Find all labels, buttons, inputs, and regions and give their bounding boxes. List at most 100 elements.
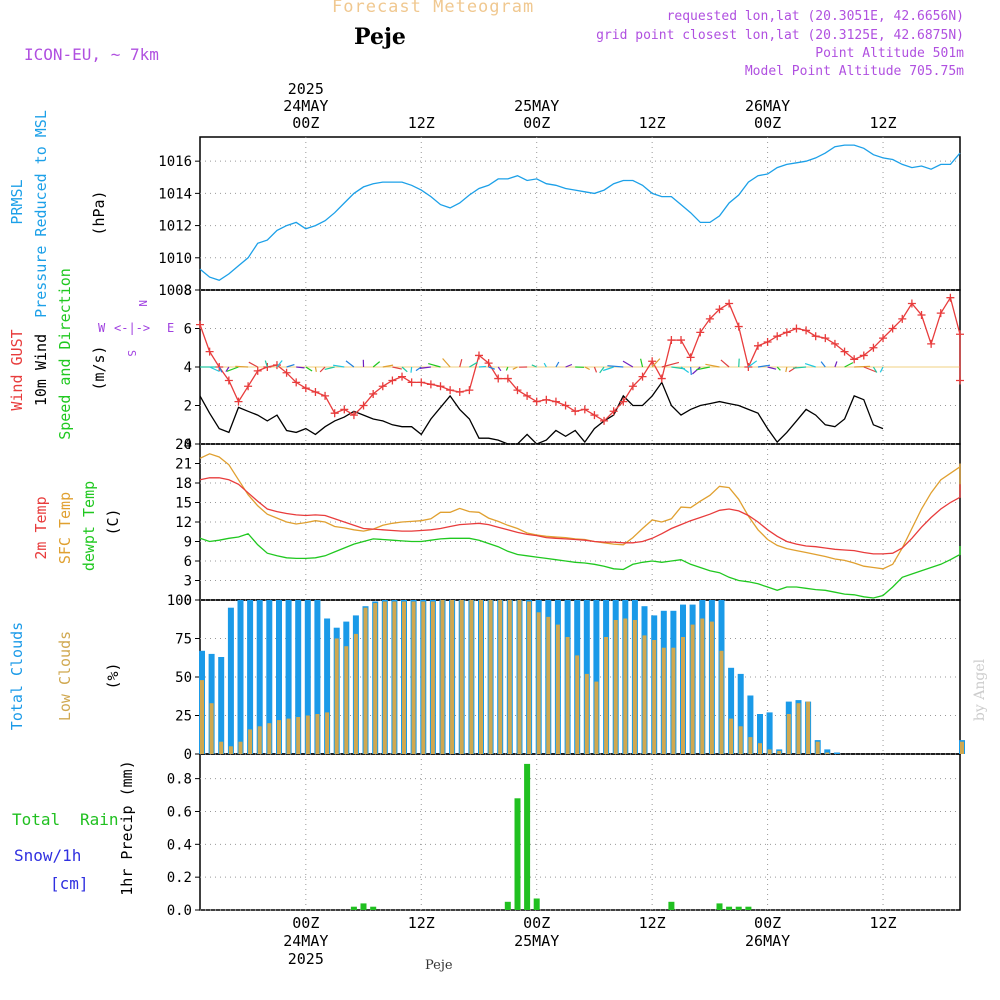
wind-direction-arrow [603,366,614,372]
wind-direction-arrow [705,363,720,368]
total-cloud-bar [833,752,840,754]
wind-gust-line-marker [956,376,964,385]
precip-unit: 1hr Precip (mm) [118,760,136,895]
wind-gust-line-marker [407,378,416,387]
temp-2m-line [199,477,961,555]
wind-direction-arrow [854,365,871,368]
wind-gust-line-marker [590,411,599,420]
wind-gust-line-marker [474,351,483,360]
grid-point-coords: grid point closest lon,lat (20.3125E, 42… [596,28,964,43]
wind-gust-line-marker [494,374,503,383]
wind-gust-line-marker [811,332,820,341]
model-label: ICON-EU, ~ 7km [24,45,159,64]
wind-gust-line-marker [648,357,657,366]
wind-direction-arrow [804,363,816,368]
wind-direction-arrow [324,366,335,370]
low-cloud-bar [459,600,464,754]
time-label-top: 00Z [754,114,781,132]
low-cloud-bar [373,603,378,754]
wind-gust-line-marker [638,372,647,381]
time-label-bottom: 2025 [288,950,324,968]
time-label-bottom: 25MAY [514,932,559,950]
y-tick-label: 1008 [158,283,192,299]
wind-direction-arrow [690,366,692,375]
low-cloud-bar [469,600,474,754]
wind-direction-arrow [820,361,826,368]
y-tick-label: 24 [175,437,192,453]
wind-direction-arrow [661,361,680,368]
total-cloud-bar [295,600,302,754]
low-cloud-bar [584,673,589,754]
low-cloud-bar [700,618,705,754]
location-title: Peje [354,24,406,50]
time-label-top: 25MAY [514,97,559,115]
wind-gust-line-marker [369,389,378,398]
compass-ew-arrow: <-|-> [114,321,150,335]
pressure-label-1: PRMSL [8,179,26,224]
model-altitude: Model Point Altitude 705.75m [744,64,964,79]
wind-gust-line [199,296,961,422]
clouds-unit: (%) [104,662,122,689]
wind-gust-line-marker [956,330,964,339]
wind-gust-line-marker [571,407,580,416]
pressure-label-2: Pressure Reduced to MSL [32,110,50,318]
wind-gust-line-marker [417,378,426,387]
wind-gust-line-marker [705,314,714,323]
wind-speed-line [199,381,884,445]
wind-direction-arrow [478,365,487,368]
wind-direction-arrow [209,366,220,373]
wind-direction-arrow [382,364,394,368]
y-tick-label: 3 [184,574,192,590]
y-tick-label: 18 [175,476,192,492]
total-cloud-bar [304,600,311,754]
wind-gust-line-marker [359,401,368,410]
y-tick-label: 0.6 [167,804,192,820]
wind-direction-arrow [747,360,758,368]
low-cloud-bar [729,718,734,754]
wind-unit: (m/s) [90,345,108,390]
wind-direction-arrow [584,366,590,371]
low-cloud-bar [498,600,503,754]
pressure-panel-frame [199,136,961,291]
y-tick-label: 1012 [158,219,192,235]
wind-direction-arrow [512,366,518,370]
wind-gust-line-marker [677,336,686,345]
low-cloud-bar [796,703,801,754]
low-cloud-bar [960,741,964,754]
total-cloud-bar [314,600,321,754]
wind-direction-arrow [599,366,605,374]
time-label-top: 12Z [639,114,666,132]
low-cloud-bar [758,743,762,754]
low-cloud-bar [286,718,291,754]
total-cloud-bar [324,618,331,754]
time-label-top: 12Z [408,114,435,132]
wind-direction-arrow [218,366,223,373]
wind-direction-arrow [401,366,408,373]
wind-gust-line-marker [426,380,435,389]
wind-gust-line-marker [321,391,330,400]
requested-coords: requested lon,lat (20.3051E, 42.6656N) [666,9,964,24]
precip-label-rain: Rain [80,810,119,829]
total-cloud-bar [237,600,244,754]
wind-direction-arrow [607,365,624,368]
wind-gust-line-marker [609,407,618,416]
wind-gust-line-marker [840,347,849,356]
wind-gust-line-marker [946,293,955,302]
total-cloud-bar [766,712,773,754]
low-cloud-bar [334,638,339,754]
wind-gust-line-marker [917,311,926,320]
y-tick-label: 21 [175,457,192,473]
wind-gust-line-marker [734,322,743,331]
chart-title: Forecast Meteogram [332,0,535,17]
low-cloud-bar [479,600,483,754]
rain-bar [350,906,357,910]
low-cloud-bar [536,612,541,754]
low-cloud-bar [450,600,455,754]
low-cloud-bar [411,601,416,754]
wind-gust-line-marker [532,397,541,406]
low-cloud-bar [392,601,397,754]
low-cloud-bar [690,624,695,754]
wind-gust-line-marker [927,339,936,348]
total-cloud-bar [728,667,735,754]
